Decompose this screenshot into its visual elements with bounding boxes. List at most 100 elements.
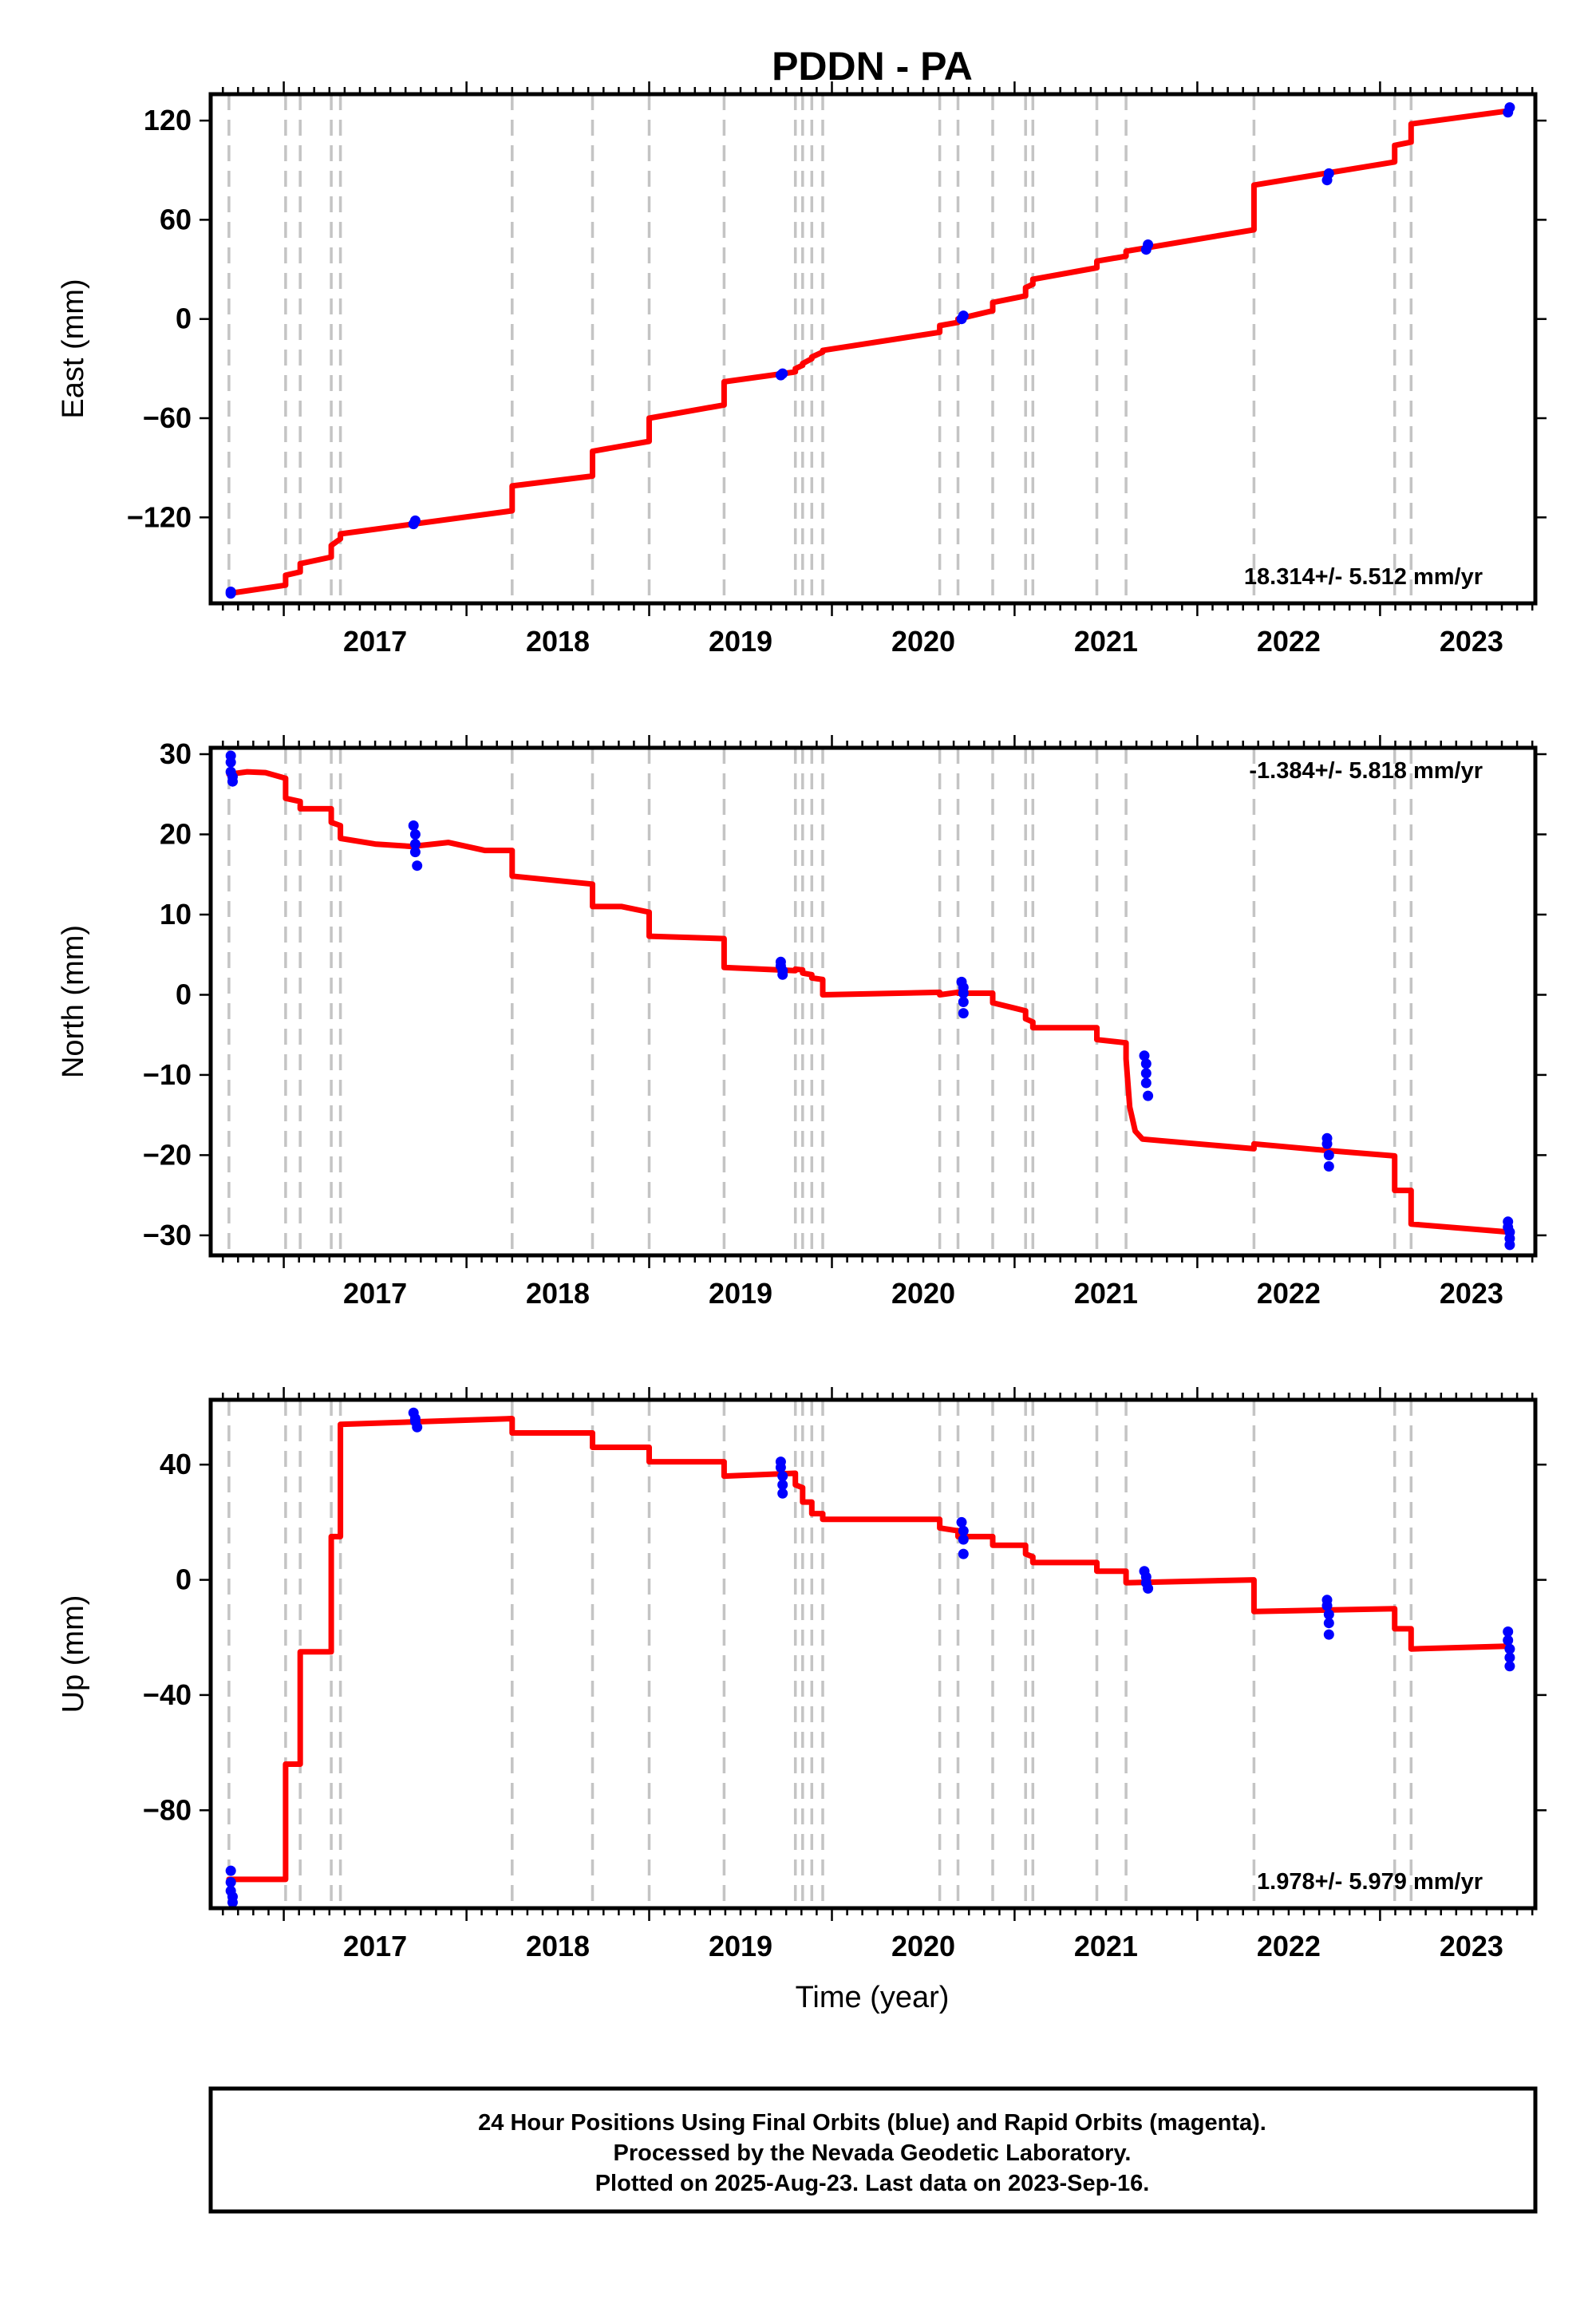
observation-point xyxy=(1323,1629,1334,1640)
x-tick-label: 2019 xyxy=(709,625,772,658)
y-tick-label: 120 xyxy=(144,104,192,136)
observation-point xyxy=(1504,1239,1515,1251)
observation-point xyxy=(775,1462,786,1473)
velocity-label: -1.384+/- 5.818 mm/yr xyxy=(1249,758,1483,784)
x-tick-label: 2021 xyxy=(1074,1277,1138,1310)
observation-point xyxy=(412,860,423,871)
observation-point xyxy=(408,820,419,831)
event-lines xyxy=(227,748,1413,1255)
event-lines xyxy=(227,94,1413,603)
observation-point xyxy=(958,997,969,1007)
y-axis-label: North (mm) xyxy=(57,925,90,1078)
observations xyxy=(225,750,1515,1251)
y-tick-label: −30 xyxy=(143,1219,192,1251)
x-tick-label: 2019 xyxy=(709,1930,772,1962)
x-tick-label: 2021 xyxy=(1074,1930,1138,1962)
x-tick-label: 2018 xyxy=(526,625,590,658)
x-tick-label: 2021 xyxy=(1074,625,1138,658)
observation-point xyxy=(1503,1626,1514,1637)
observation-point xyxy=(1503,1634,1514,1646)
observation-point xyxy=(1504,1643,1515,1654)
footer-line-orbits: 24 Hour Positions Using Final Orbits (bl… xyxy=(478,2110,1266,2136)
x-axis-label: Time (year) xyxy=(796,1981,950,2014)
model-line xyxy=(226,769,1513,1235)
plot-frame xyxy=(208,745,1538,1258)
y-axis-label: East (mm) xyxy=(57,279,90,418)
observation-point xyxy=(777,368,788,379)
y-tick-label: −40 xyxy=(143,1678,192,1711)
observation-point xyxy=(958,310,969,322)
y-tick-label: −60 xyxy=(143,401,192,434)
y-tick-label: 60 xyxy=(160,203,192,235)
observation-point xyxy=(958,1548,969,1559)
x-tick-label: 2017 xyxy=(343,625,407,658)
observation-point xyxy=(958,1534,969,1545)
plot-frame xyxy=(208,1397,1538,1911)
observation-point xyxy=(1323,1618,1334,1629)
observation-point xyxy=(225,1865,236,1876)
observation-point xyxy=(777,1471,788,1482)
observation-point xyxy=(1143,1090,1154,1101)
north-panel: −30 −20 −10 0 10 20 30 2017 2018 2019 2020 2021 2022… xyxy=(57,735,1547,1310)
observation-point xyxy=(1139,1050,1150,1061)
x-tick-label: 2017 xyxy=(343,1277,407,1310)
observation-point xyxy=(1140,1058,1152,1069)
y-tick-label: 0 xyxy=(176,978,192,1011)
observation-point xyxy=(1504,1652,1515,1663)
east-panel: −120 −60 0 60 120 2017 2018 2019 2020 2021 2022 202… xyxy=(57,81,1547,658)
event-lines xyxy=(227,1400,1413,1908)
model-line xyxy=(226,108,1513,597)
observation-point xyxy=(1321,1138,1333,1149)
observation-point xyxy=(225,1877,236,1887)
y-tick-label: 0 xyxy=(176,1563,192,1596)
y-tick-label: 30 xyxy=(160,737,192,770)
observation-point xyxy=(777,1488,788,1499)
observation-point xyxy=(1323,168,1334,179)
observation-point xyxy=(1323,1161,1334,1172)
velocity-label: 18.314+/- 5.512 mm/yr xyxy=(1244,564,1483,590)
x-tick-label: 2018 xyxy=(526,1277,590,1310)
observation-point xyxy=(1321,1600,1333,1611)
observation-point xyxy=(777,1480,788,1490)
x-tick-label: 2019 xyxy=(709,1277,772,1310)
observation-point xyxy=(1140,1077,1152,1089)
observation-point xyxy=(227,776,238,787)
observation-point xyxy=(225,757,236,768)
model-line xyxy=(226,1416,1513,1883)
footer-line-processed: Processed by the Nevada Geodetic Laborat… xyxy=(614,2140,1132,2166)
y-tick-label: 0 xyxy=(176,302,192,335)
observations xyxy=(225,1407,1515,1908)
observation-point xyxy=(409,847,421,858)
observation-point xyxy=(1143,1583,1154,1594)
footer-line-plotted: Plotted on 2025-Aug-23. Last data on 202… xyxy=(595,2171,1150,2196)
observation-point xyxy=(1143,239,1154,250)
up-panel: −80 −40 0 40 2017 2018 2019 2020 2021 2022 2023 Up … xyxy=(57,1387,1547,1962)
observation-point xyxy=(777,969,788,980)
y-tick-label: 20 xyxy=(160,818,192,851)
x-tick-label: 2023 xyxy=(1440,1277,1503,1310)
observation-point xyxy=(958,988,969,998)
x-tick-label: 2020 xyxy=(891,1277,955,1310)
x-tick-label: 2022 xyxy=(1257,1930,1321,1962)
x-tick-label: 2018 xyxy=(526,1930,590,1962)
x-tick-label: 2023 xyxy=(1440,1930,1503,1962)
y-tick-label: −20 xyxy=(143,1138,192,1171)
observation-point xyxy=(1140,1068,1152,1079)
y-tick-label: −120 xyxy=(127,500,192,533)
observation-point xyxy=(412,1421,423,1433)
y-tick-label: 40 xyxy=(160,1448,192,1480)
x-tick-label: 2020 xyxy=(891,1930,955,1962)
observation-point xyxy=(958,1008,969,1019)
y-tick-label: −10 xyxy=(143,1058,192,1091)
y-tick-label: 10 xyxy=(160,898,192,931)
x-tick-label: 2023 xyxy=(1440,625,1503,658)
observation-point xyxy=(956,1516,967,1528)
x-tick-label: 2022 xyxy=(1257,625,1321,658)
y-tick-label: −80 xyxy=(143,1793,192,1826)
x-tick-label: 2022 xyxy=(1257,1277,1321,1310)
chart-title: PDDN - PA xyxy=(772,44,973,89)
footer-frame xyxy=(208,2086,1538,2214)
observation-point xyxy=(225,587,236,597)
observation-point xyxy=(1323,1149,1334,1160)
observation-point xyxy=(958,1525,969,1536)
